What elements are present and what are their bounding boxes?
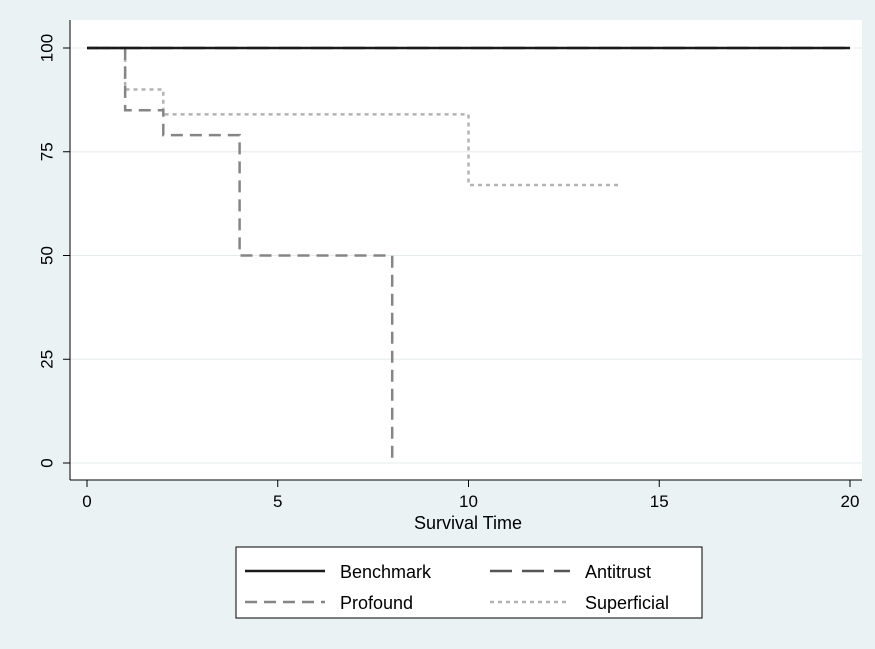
legend-label-profound: Profound [340,593,413,613]
series-lines [87,46,850,463]
legend-box [235,546,703,619]
x-tick-label: 10 [459,492,478,511]
legend-label-superficial: Superficial [585,593,669,613]
y-tick-label: 0 [37,458,56,467]
plot-background [70,20,862,480]
x-tick-label: 15 [650,492,669,511]
series-line-superficial [87,46,622,187]
x-tick-label: 0 [82,492,91,511]
legend: Benchmark Antitrust Profound Superficial [235,546,703,619]
x-axis-label: Survival Time [414,513,522,533]
x-tick-label: 20 [841,492,860,511]
x-tick-label: 5 [273,492,282,511]
legend-label-benchmark: Benchmark [340,562,432,582]
y-tick-label: 25 [37,350,56,369]
axes: 0 25 50 75 100 0 5 10 15 20 [37,20,862,511]
y-tick-label: 75 [37,142,56,161]
y-tick-label: 100 [37,34,56,62]
series-line-profound [87,46,394,463]
y-tick-label: 50 [37,246,56,265]
legend-label-antitrust: Antitrust [585,562,651,582]
